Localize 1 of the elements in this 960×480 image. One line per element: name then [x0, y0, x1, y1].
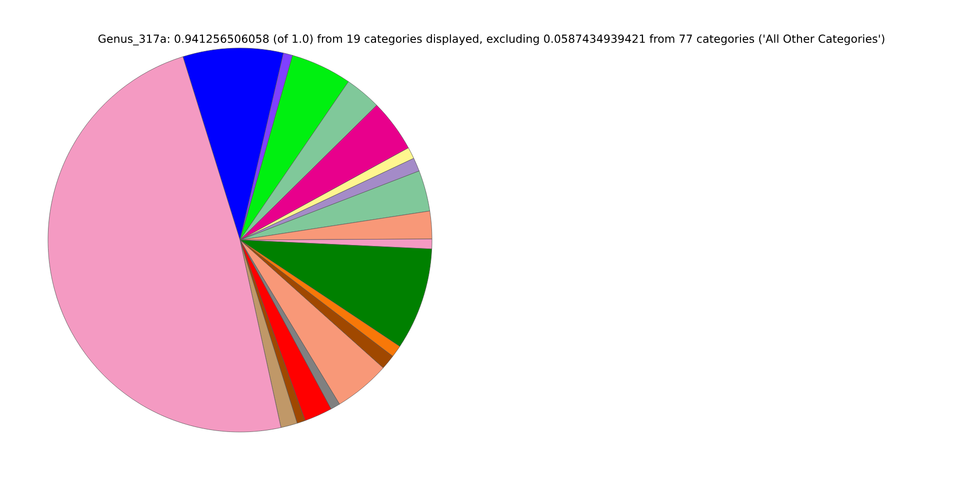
text: Genus_317a: 0.941256506058 (of 1.0) from 19 categories displayed, excluding 0.0587434939421 from 77 categories ('All Other Categories')	[98, 34, 884, 46]
